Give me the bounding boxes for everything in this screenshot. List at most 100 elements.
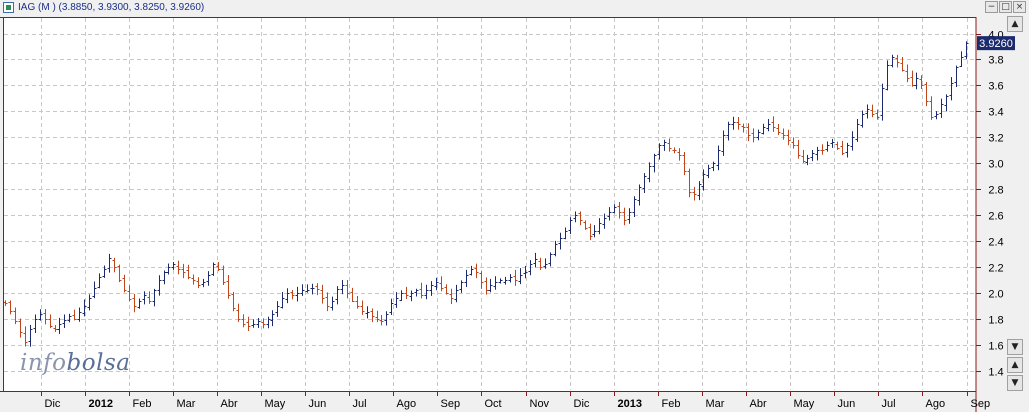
ohlc-bar	[721, 130, 726, 156]
ohlc-bar	[320, 284, 325, 304]
ohlc-bar	[756, 129, 761, 141]
ohlc-bar	[162, 270, 167, 285]
last-price-label: 3.9260	[979, 38, 1013, 50]
ohlc-bar	[275, 301, 280, 317]
ohlc-bar	[399, 290, 404, 301]
ohlc-bar	[697, 181, 702, 201]
ohlc-bar	[310, 283, 315, 295]
scroll-down-button-top[interactable]: ▼	[1007, 339, 1023, 355]
ohlc-bar	[706, 164, 711, 179]
date-tick-label: Jul	[353, 398, 367, 410]
minimize-button[interactable]: −	[985, 1, 998, 13]
ohlc-bar	[919, 75, 924, 90]
ohlc-bar	[934, 111, 939, 120]
ohlc-bar	[479, 271, 484, 289]
ohlc-bar	[602, 213, 607, 229]
ohlc-bar	[830, 138, 835, 148]
ohlc-bar	[280, 291, 285, 309]
ohlc-bar	[751, 128, 756, 143]
ohlc-bar	[954, 65, 959, 87]
date-tick-label: Abr	[221, 398, 238, 410]
ohlc-bar	[33, 314, 38, 333]
ohlc-bar	[166, 263, 171, 275]
ohlc-bar	[350, 287, 355, 303]
scroll-down-button-bottom[interactable]: ▼	[1007, 375, 1023, 391]
ohlc-bar	[87, 294, 92, 311]
ohlc-bar	[454, 284, 459, 303]
ohlc-bar	[122, 274, 127, 293]
ohlc-bar	[285, 288, 290, 304]
ohlc-bar	[513, 269, 518, 286]
ohlc-bar	[132, 293, 137, 313]
ohlc-bar	[870, 104, 875, 118]
ohlc-bar	[766, 118, 771, 132]
ohlc-bar	[226, 275, 231, 299]
scroll-up-button-bottom[interactable]: ▲	[1007, 357, 1023, 373]
date-tick-label: Oct	[485, 398, 502, 410]
ohlc-bar	[578, 211, 583, 226]
ohlc-bar	[127, 285, 132, 302]
date-tick-label: Feb	[662, 398, 681, 410]
ohlc-bar	[875, 109, 880, 120]
ohlc-bar	[201, 278, 206, 288]
ohlc-bar	[741, 123, 746, 133]
ohlc-bar	[92, 281, 97, 299]
ohlc-bar	[637, 184, 642, 206]
last-price-marker: 3.9260	[977, 36, 1015, 51]
price-tick-label: 2.2	[988, 263, 1003, 275]
ohlc-bar	[365, 306, 370, 319]
price-tick-label: 1.8	[988, 315, 1003, 327]
price-tick-label: 3.4	[988, 107, 1003, 119]
close-button[interactable]: ×	[1013, 1, 1026, 13]
ohlc-bar	[607, 207, 612, 221]
ohlc-bar	[622, 207, 627, 226]
ohlc-bar	[256, 317, 261, 328]
ohlc-bar	[488, 278, 493, 293]
logo-info: info	[20, 350, 67, 376]
ohlc-bar	[191, 274, 196, 285]
ohlc-bar	[533, 252, 538, 268]
ohlc-bar	[340, 279, 345, 295]
price-tick-label: 3.6	[988, 81, 1003, 93]
ohlc-bar	[810, 150, 815, 162]
ohlc-bar	[266, 316, 271, 329]
ohlc-bar	[62, 314, 67, 329]
ohlc-bar	[375, 310, 380, 323]
scroll-up-button-top[interactable]: ▲	[1007, 16, 1023, 32]
ohlc-bar	[53, 325, 58, 332]
window-icon	[3, 2, 14, 13]
ohlc-bar	[389, 298, 394, 316]
ohlc-bar	[850, 131, 855, 151]
ohlc-bar	[360, 300, 365, 315]
ohlc-bar	[548, 252, 553, 267]
ohlc-bar	[300, 284, 305, 296]
date-tick-label: 2012	[89, 398, 113, 410]
price-tick-label: 2.6	[988, 211, 1003, 223]
ohlc-bar	[464, 269, 469, 288]
date-axis: Dic 2012 Feb Mar Abr May Jun Jul Ago Sep Oct Nov Dic…	[41, 391, 990, 410]
ohlc-bar	[518, 268, 523, 285]
date-tick-label: Abr	[750, 398, 767, 410]
ohlc-bar	[186, 264, 191, 280]
ohlc-bar	[305, 284, 310, 293]
ohlc-bar	[627, 208, 632, 224]
maximize-button[interactable]: □	[999, 1, 1012, 13]
date-tick-label: Feb	[133, 398, 152, 410]
date-tick-label: Dic	[574, 398, 590, 410]
ohlc-bar	[181, 263, 186, 279]
ohlc-bar	[216, 262, 221, 272]
ohlc-bar	[711, 161, 716, 172]
ohlc-bar	[820, 144, 825, 155]
window-title: IAG (M ) (3.8850, 3.9300, 3.8250, 3.9260…	[18, 2, 205, 13]
ohlc-bar	[221, 265, 226, 285]
ohlc-bar	[295, 286, 300, 302]
ohlc-bar	[23, 326, 28, 347]
date-tick-label: 2013	[618, 398, 642, 410]
ohlc-bar	[677, 148, 682, 161]
ohlc-bar	[384, 311, 389, 326]
ohlc-bar	[573, 211, 578, 223]
ohlc-bar	[171, 261, 176, 270]
ohlc-bar	[672, 147, 677, 154]
ohlc-bar	[137, 298, 142, 309]
ohlc-bar	[825, 141, 830, 152]
